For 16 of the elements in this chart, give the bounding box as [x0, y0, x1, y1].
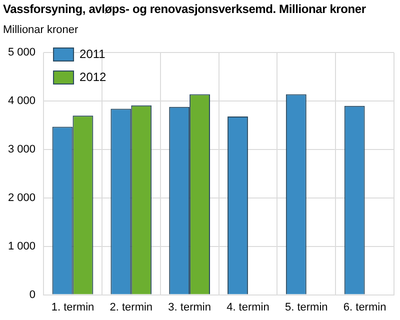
x-tick-label: 4. termin — [226, 301, 270, 314]
x-tick-label: 1. termin — [51, 301, 94, 314]
y-tick-label: 0 — [29, 288, 36, 301]
legend-label: 2012 — [80, 70, 107, 84]
y-axis-title: Millionar kroner — [3, 24, 78, 36]
legend-label: 2011 — [80, 46, 106, 61]
y-tick-label: 3 000 — [8, 144, 36, 156]
x-tick-label: 5. termin — [284, 301, 328, 314]
x-tick-label: 2. termin — [110, 301, 153, 314]
x-tick-label: 6. termin — [343, 301, 386, 314]
y-tick-label: 5 000 — [8, 46, 36, 59]
x-tick-label: 3. termin — [168, 301, 211, 314]
y-tick-label: 4 000 — [8, 95, 36, 108]
y-tick-label: 2 000 — [8, 192, 36, 204]
chart-title: Vassforsyning, avløps- og renovasjonsverksemd. Millionar kroner — [3, 2, 366, 16]
y-tick-label: 1 000 — [8, 240, 36, 252]
